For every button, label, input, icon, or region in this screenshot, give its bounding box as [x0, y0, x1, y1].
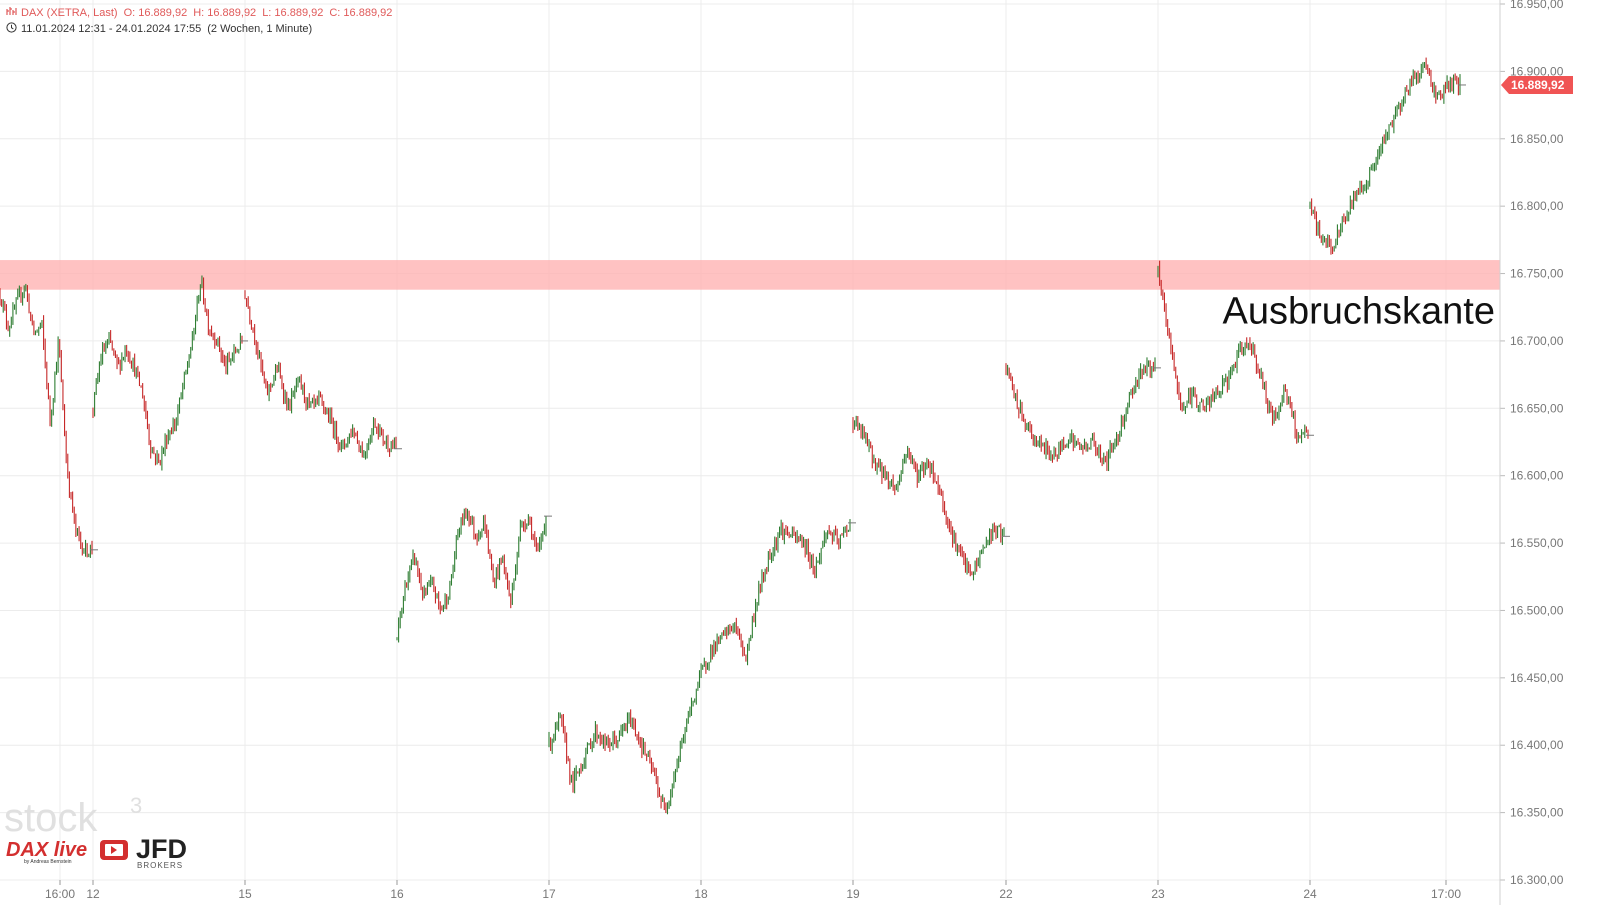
jfd-logo: JFD BROKERS: [136, 832, 196, 877]
y-tick-label: 16.450,00: [1510, 671, 1564, 685]
clock-icon: [6, 22, 17, 36]
date-range: 11.01.2024 12:31 - 24.01.2024 17:55: [21, 23, 202, 35]
y-tick-label: 16.550,00: [1510, 536, 1564, 550]
y-tick-label: 16.500,00: [1510, 603, 1564, 617]
series-session-24: [1309, 57, 1466, 255]
zone-annotation: Ausbruchskante: [1223, 291, 1496, 333]
y-tick-label: 16.850,00: [1510, 132, 1564, 146]
series-session-17: [548, 519, 856, 815]
series-session-16: [396, 507, 552, 643]
y-tick-label: 16.650,00: [1510, 401, 1564, 415]
period-label: (2 Wochen, 1 Minute): [207, 23, 313, 35]
svg-text:JFD: JFD: [136, 834, 187, 864]
x-tick-label: 19: [846, 887, 860, 901]
x-tick-label: 18: [694, 887, 708, 901]
y-tick-label: 16.700,00: [1510, 334, 1564, 348]
y-axis: 16.300,00 16.350,00 16.400,00 16.450,00 16.5…: [1499, 0, 1564, 905]
series-session-12: [92, 275, 248, 471]
x-tick-label: 12: [86, 887, 100, 901]
y-tick-label: 16.800,00: [1510, 199, 1564, 213]
close-value: C: 16.889,92: [329, 6, 393, 19]
bar-chart-icon: [6, 6, 17, 19]
x-tick-label: 17:00: [1431, 887, 1461, 901]
dax-live-logo: DAX live by Andreas Bernstein: [6, 836, 132, 871]
y-tick-label: 16.350,00: [1510, 806, 1564, 820]
x-tick-label: 24: [1303, 887, 1317, 901]
y-tick-label: 16.750,00: [1510, 267, 1564, 281]
series-session-19: [852, 415, 1010, 581]
x-tick-label: 16:00: [45, 887, 75, 901]
x-tick-label: 15: [238, 887, 252, 901]
series-session-22: [1005, 357, 1161, 472]
y-tick-label: 16.950,00: [1510, 0, 1564, 11]
instrument-name: DAX (XETRA, Last): [21, 6, 118, 19]
breakout-zone: [0, 260, 1500, 290]
series-session-23: [1157, 260, 1314, 444]
y-tick-label: 16.400,00: [1510, 738, 1564, 752]
svg-text:3: 3: [130, 795, 142, 818]
x-tick-label: 17: [542, 887, 556, 901]
x-tick-label: 16: [390, 887, 404, 901]
high-value: H: 16.889,92: [193, 6, 257, 19]
y-tick-label: 16.600,00: [1510, 469, 1564, 483]
stock3-logo: stock 3: [4, 793, 154, 842]
y-tick-label: 16.300,00: [1510, 873, 1564, 887]
price-series: [0, 57, 1466, 815]
x-tick-label: 23: [1151, 887, 1165, 901]
last-price-tag: [1501, 75, 1573, 94]
last-price-label: 16.889,92: [1511, 78, 1565, 92]
header-range: 11.01.2024 12:31 - 24.01.2024 17:55 (2 W…: [6, 22, 312, 36]
grid: [0, 0, 1500, 881]
svg-text:DAX live: DAX live: [6, 839, 87, 861]
series-session-11: [0, 283, 98, 558]
last-price-marker: 16.889,92: [1501, 75, 1573, 94]
y-tick-label: 16.900,00: [1510, 64, 1564, 78]
header-ohlc: DAX (XETRA, Last) O: 16.889,92 H: 16.889…: [6, 6, 392, 19]
x-tick-label: 22: [999, 887, 1013, 901]
x-axis: 16:00 12 15 16 17 18 19 22 23 24 17:00: [45, 880, 1461, 901]
stock3-wordmark: stock: [4, 796, 98, 837]
open-value: O: 16.889,92: [123, 6, 188, 19]
svg-text:BROKERS: BROKERS: [137, 861, 183, 870]
low-value: L: 16.889,92: [262, 6, 324, 19]
series-session-15: [244, 290, 402, 460]
svg-text:by Andreas Bernstein: by Andreas Bernstein: [24, 859, 72, 865]
